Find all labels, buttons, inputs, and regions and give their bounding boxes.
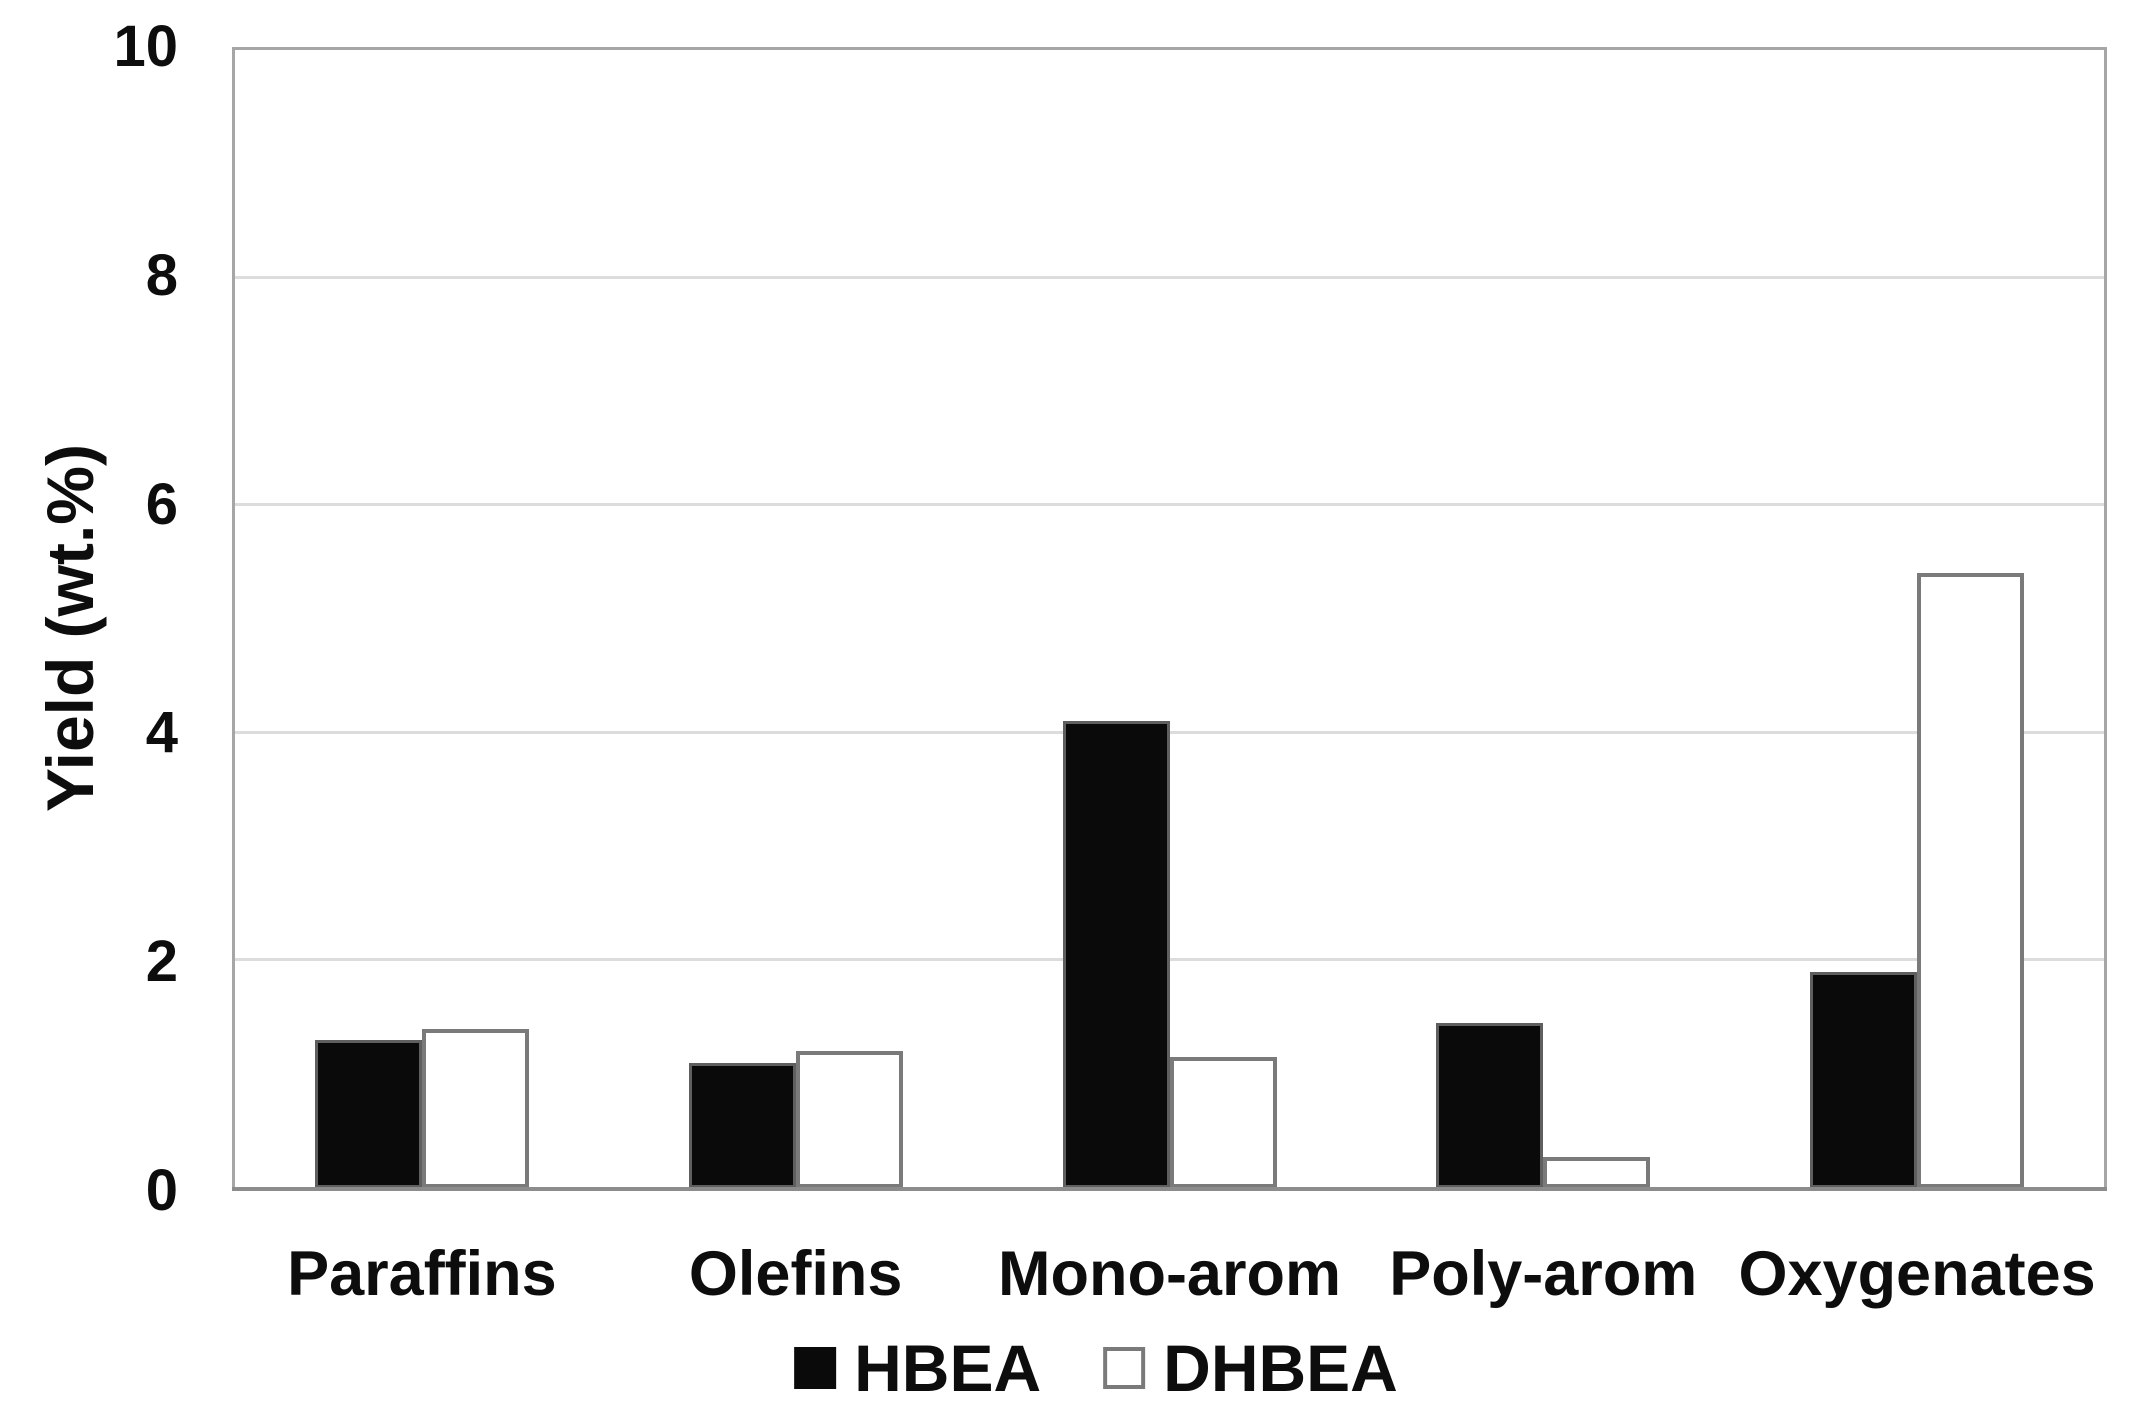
bar-hbea-poly-arom	[1436, 1023, 1544, 1188]
gridline-2	[235, 958, 2104, 962]
legend-item-hbea: HBEA	[794, 1330, 1041, 1406]
y-tick-label-4: 4	[145, 700, 178, 766]
legend: HBEA DHBEA	[794, 1330, 1398, 1406]
gridline-6	[235, 503, 2104, 507]
y-tick-label-10: 10	[113, 14, 178, 79]
x-category-label-poly-arom: Poly-arom	[1389, 1239, 1698, 1309]
y-tick-label-0: 0	[145, 1158, 178, 1223]
bar-dhbea-mono-arom	[1169, 1057, 1277, 1188]
legend-item-dhbea: DHBEA	[1103, 1330, 1398, 1406]
bar-hbea-mono-arom	[1062, 721, 1170, 1188]
x-category-label-olefins: Olefins	[688, 1239, 903, 1309]
legend-label-hbea: HBEA	[854, 1331, 1042, 1405]
bar-hbea-olefins	[688, 1063, 796, 1188]
y-tick-label-6: 6	[145, 471, 178, 537]
y-tick-label-2: 2	[145, 929, 178, 995]
plot-area	[232, 47, 2107, 1191]
legend-marker-dhbea-square-icon	[1103, 1347, 1146, 1389]
x-axis-line	[232, 1187, 2107, 1191]
bar-dhbea-oxygenates	[1917, 573, 2025, 1188]
bar-dhbea-paraffins	[421, 1029, 529, 1188]
bar-dhbea-poly-arom	[1543, 1157, 1651, 1188]
gridline-4	[235, 730, 2104, 734]
bar-hbea-paraffins	[314, 1040, 422, 1188]
x-category-label-paraffins: Paraffins	[287, 1239, 557, 1309]
gridline-8	[235, 275, 2104, 279]
legend-marker-hbea-square-icon	[794, 1347, 837, 1389]
bar-hbea-oxygenates	[1810, 972, 1918, 1188]
x-category-label-oxygenates: Oxygenates	[1738, 1239, 2096, 1309]
legend-label-dhbea: DHBEA	[1163, 1331, 1398, 1405]
bar-dhbea-olefins	[795, 1051, 903, 1188]
y-tick-label-8: 8	[145, 242, 178, 308]
x-category-label-mono-arom: Mono-arom	[998, 1239, 1341, 1309]
